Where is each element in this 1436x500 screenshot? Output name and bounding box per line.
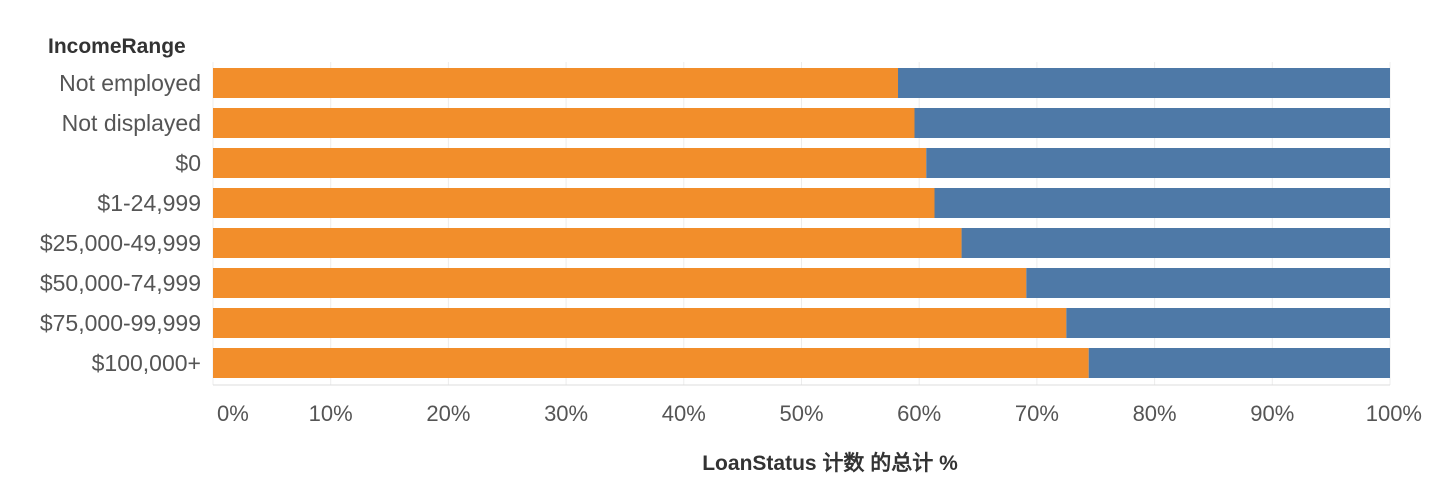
x-tick-label: 60% <box>897 401 941 426</box>
category-label: Not displayed <box>62 110 201 136</box>
bar-segment-secondary[interactable] <box>898 68 1390 98</box>
bar-segment-primary[interactable] <box>213 268 1027 298</box>
x-tick-label: 50% <box>779 401 823 426</box>
row-header: IncomeRange <box>48 35 186 58</box>
bar-segment-secondary[interactable] <box>934 188 1390 218</box>
category-label: $0 <box>175 150 201 176</box>
bar-segment-primary[interactable] <box>213 68 899 98</box>
x-axis-title: LoanStatus 计数 的总计 % <box>702 451 958 475</box>
category-label: $75,000-99,999 <box>40 310 201 336</box>
x-tick-label: 70% <box>1015 401 1059 426</box>
x-tick-label: 0% <box>217 401 249 426</box>
bar-segment-secondary[interactable] <box>1066 308 1390 338</box>
bar-segment-primary[interactable] <box>213 308 1067 338</box>
bar-segment-primary[interactable] <box>213 188 935 218</box>
bar-segment-primary[interactable] <box>213 228 962 258</box>
category-label: $25,000-49,999 <box>40 230 201 256</box>
bar-segment-primary[interactable] <box>213 348 1089 378</box>
category-labels: Not employed Not displayed $0 $1-24,999 $25,… <box>40 70 201 376</box>
x-tick-label: 40% <box>662 401 706 426</box>
x-tick-labels: 0% 10% 20% 30% 40% 50% 60% 70% 80% 90% 100% <box>217 401 1422 426</box>
x-tick-label: 100% <box>1366 401 1422 426</box>
bar-segment-secondary[interactable] <box>961 228 1390 258</box>
x-tick-label: 20% <box>426 401 470 426</box>
category-label: $50,000-74,999 <box>40 270 201 296</box>
bar-segment-primary[interactable] <box>213 148 927 178</box>
category-label: $100,000+ <box>92 350 201 376</box>
bar-segment-secondary[interactable] <box>926 148 1390 178</box>
x-tick-label: 90% <box>1250 401 1294 426</box>
bar-segment-primary[interactable] <box>213 108 915 138</box>
bar-segment-secondary[interactable] <box>1088 348 1390 378</box>
bars-layer <box>213 68 1390 378</box>
category-label: $1-24,999 <box>97 190 201 216</box>
bar-segment-secondary[interactable] <box>914 108 1390 138</box>
x-tick-label: 30% <box>544 401 588 426</box>
bar-segment-secondary[interactable] <box>1026 268 1390 298</box>
x-tick-label: 10% <box>309 401 353 426</box>
category-label: Not employed <box>59 70 201 96</box>
x-tick-label: 80% <box>1133 401 1177 426</box>
